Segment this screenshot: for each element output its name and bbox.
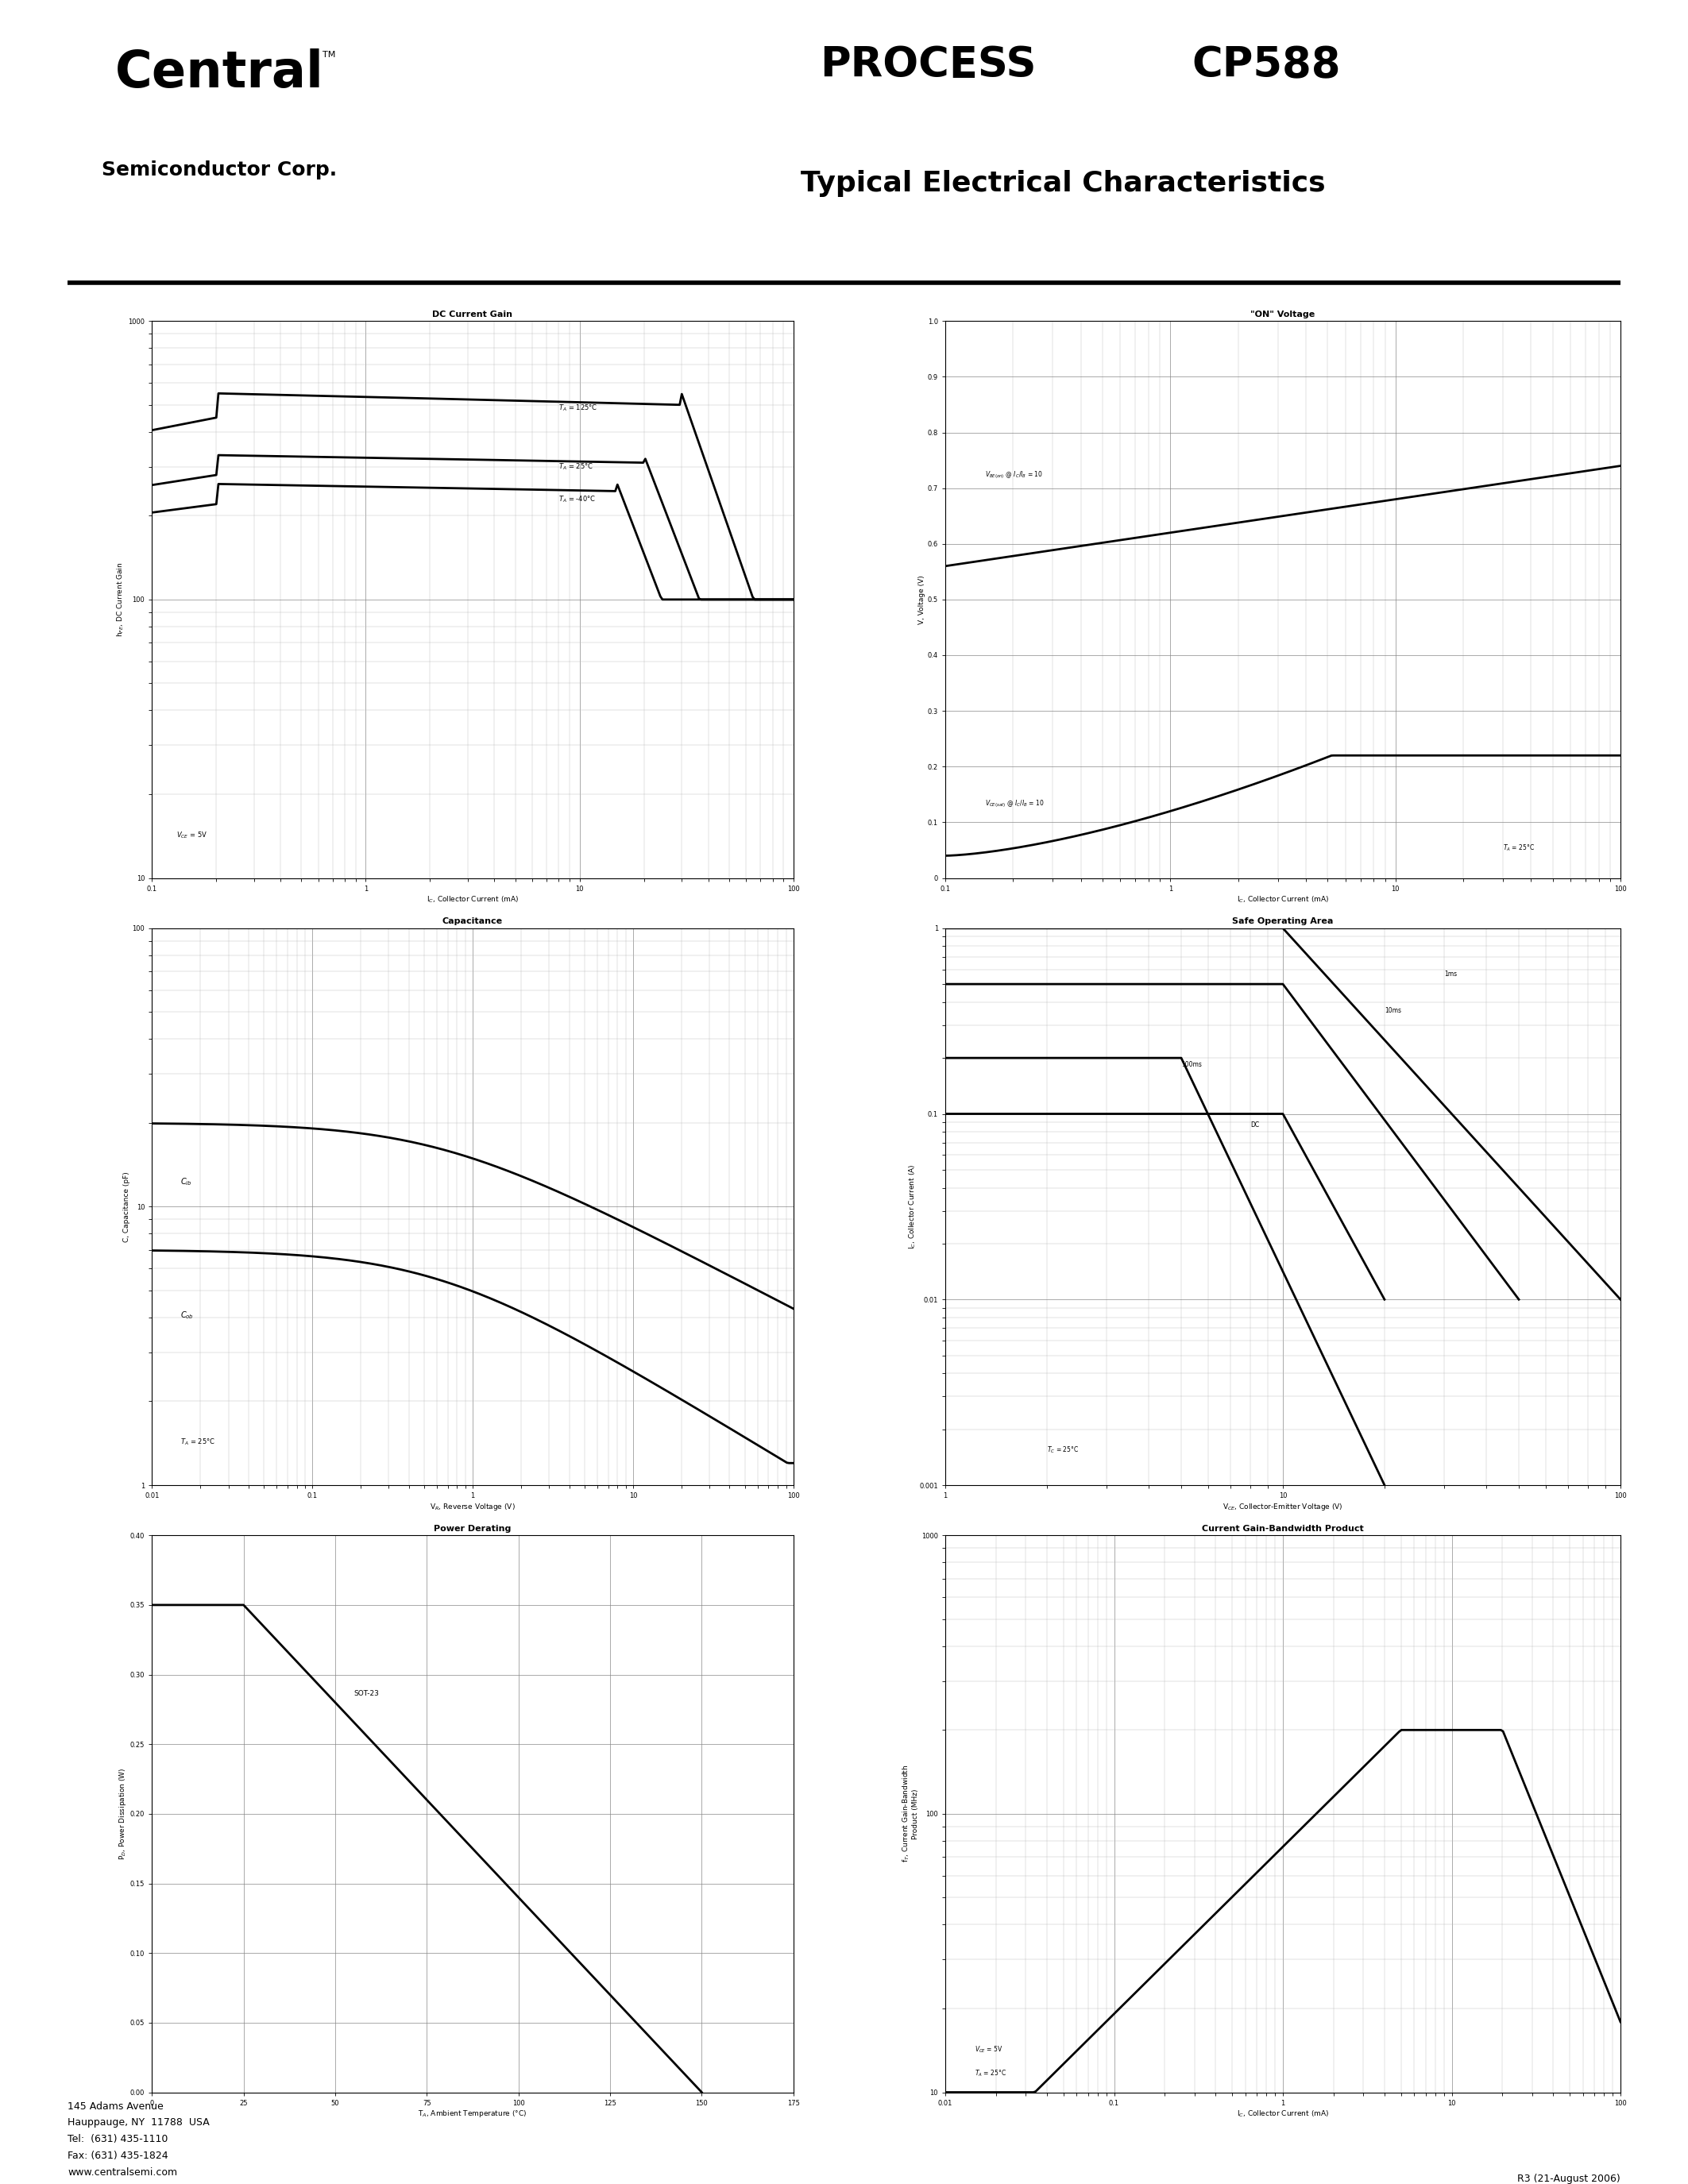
- X-axis label: I$_C$, Collector Current (mA): I$_C$, Collector Current (mA): [1237, 895, 1328, 904]
- X-axis label: I$_C$, Collector Current (mA): I$_C$, Collector Current (mA): [1237, 2110, 1328, 2118]
- X-axis label: V$_{CE}$, Collector-Emitter Voltage (V): V$_{CE}$, Collector-Emitter Voltage (V): [1222, 1503, 1344, 1511]
- Y-axis label: h$_{FE}$, DC Current Gain: h$_{FE}$, DC Current Gain: [116, 561, 127, 638]
- Text: $T_A$ = 25°C: $T_A$ = 25°C: [976, 2068, 1008, 2079]
- Text: $T_A$ = -40°C: $T_A$ = -40°C: [559, 494, 596, 505]
- Text: www.centralsemi.com: www.centralsemi.com: [68, 2167, 177, 2177]
- Text: $T_A$ = 25°C: $T_A$ = 25°C: [559, 461, 594, 472]
- Text: $C_{ob}$: $C_{ob}$: [181, 1310, 194, 1321]
- Y-axis label: f$_T$, Current Gain-Bandwidth
Product (MHz): f$_T$, Current Gain-Bandwidth Product (M…: [901, 1765, 920, 1863]
- Title: Current Gain-Bandwidth Product: Current Gain-Bandwidth Product: [1202, 1524, 1364, 1533]
- Title: "ON" Voltage: "ON" Voltage: [1251, 310, 1315, 319]
- Text: $V_{CE}$ = 5V: $V_{CE}$ = 5V: [176, 830, 208, 841]
- Text: $V_{CE(sat)}$ @ $I_C/I_B$ = 10: $V_{CE(sat)}$ @ $I_C/I_B$ = 10: [984, 797, 1045, 808]
- Text: CP588: CP588: [1192, 46, 1340, 85]
- Text: SOT-23: SOT-23: [353, 1690, 378, 1697]
- Text: Tel:  (631) 435-1110: Tel: (631) 435-1110: [68, 2134, 167, 2145]
- Title: Safe Operating Area: Safe Operating Area: [1232, 917, 1334, 926]
- Text: 145 Adams Avenue: 145 Adams Avenue: [68, 2101, 164, 2112]
- Text: Hauppauge, NY  11788  USA: Hauppauge, NY 11788 USA: [68, 2118, 209, 2127]
- Text: $T_C$ = 25°C: $T_C$ = 25°C: [1047, 1446, 1079, 1455]
- Title: Power Derating: Power Derating: [434, 1524, 511, 1533]
- Text: DC: DC: [1251, 1120, 1259, 1129]
- Text: $V_{BE(on)}$ @ $I_C/I_B$ = 10: $V_{BE(on)}$ @ $I_C/I_B$ = 10: [984, 470, 1043, 480]
- Y-axis label: I$_C$, Collector Current (A): I$_C$, Collector Current (A): [906, 1164, 917, 1249]
- X-axis label: I$_C$, Collector Current (mA): I$_C$, Collector Current (mA): [427, 895, 518, 904]
- Y-axis label: C, Capacitance (pF): C, Capacitance (pF): [123, 1171, 130, 1243]
- Text: Semiconductor Corp.: Semiconductor Corp.: [101, 162, 338, 179]
- Text: Fax: (631) 435-1824: Fax: (631) 435-1824: [68, 2151, 169, 2162]
- Text: 1ms: 1ms: [1443, 972, 1457, 978]
- Text: 10ms: 10ms: [1384, 1007, 1401, 1013]
- Text: PROCESS: PROCESS: [820, 46, 1036, 85]
- Y-axis label: V, Voltage (V): V, Voltage (V): [918, 574, 925, 625]
- Y-axis label: P$_D$, Power Dissipation (W): P$_D$, Power Dissipation (W): [118, 1767, 128, 1861]
- Title: DC Current Gain: DC Current Gain: [432, 310, 513, 319]
- Text: $V_{CE}$ = 5V: $V_{CE}$ = 5V: [976, 2044, 1003, 2055]
- Text: $T_A$ = 125°C: $T_A$ = 125°C: [559, 402, 598, 413]
- Text: Central: Central: [115, 48, 324, 98]
- Text: 100ms: 100ms: [1182, 1061, 1202, 1068]
- Text: R3 (21-August 2006): R3 (21-August 2006): [1518, 2173, 1620, 2184]
- Title: Capacitance: Capacitance: [442, 917, 503, 926]
- Text: $C_{ib}$: $C_{ib}$: [181, 1177, 192, 1188]
- Text: Typical Electrical Characteristics: Typical Electrical Characteristics: [802, 170, 1325, 197]
- X-axis label: V$_R$, Reverse Voltage (V): V$_R$, Reverse Voltage (V): [430, 1503, 515, 1511]
- Text: $T_A$ = 25°C: $T_A$ = 25°C: [1502, 843, 1534, 854]
- Text: TM: TM: [322, 50, 336, 59]
- X-axis label: T$_A$, Ambient Temperature (°C): T$_A$, Ambient Temperature (°C): [419, 2110, 527, 2118]
- Text: $T_A$ = 25°C: $T_A$ = 25°C: [181, 1437, 214, 1448]
